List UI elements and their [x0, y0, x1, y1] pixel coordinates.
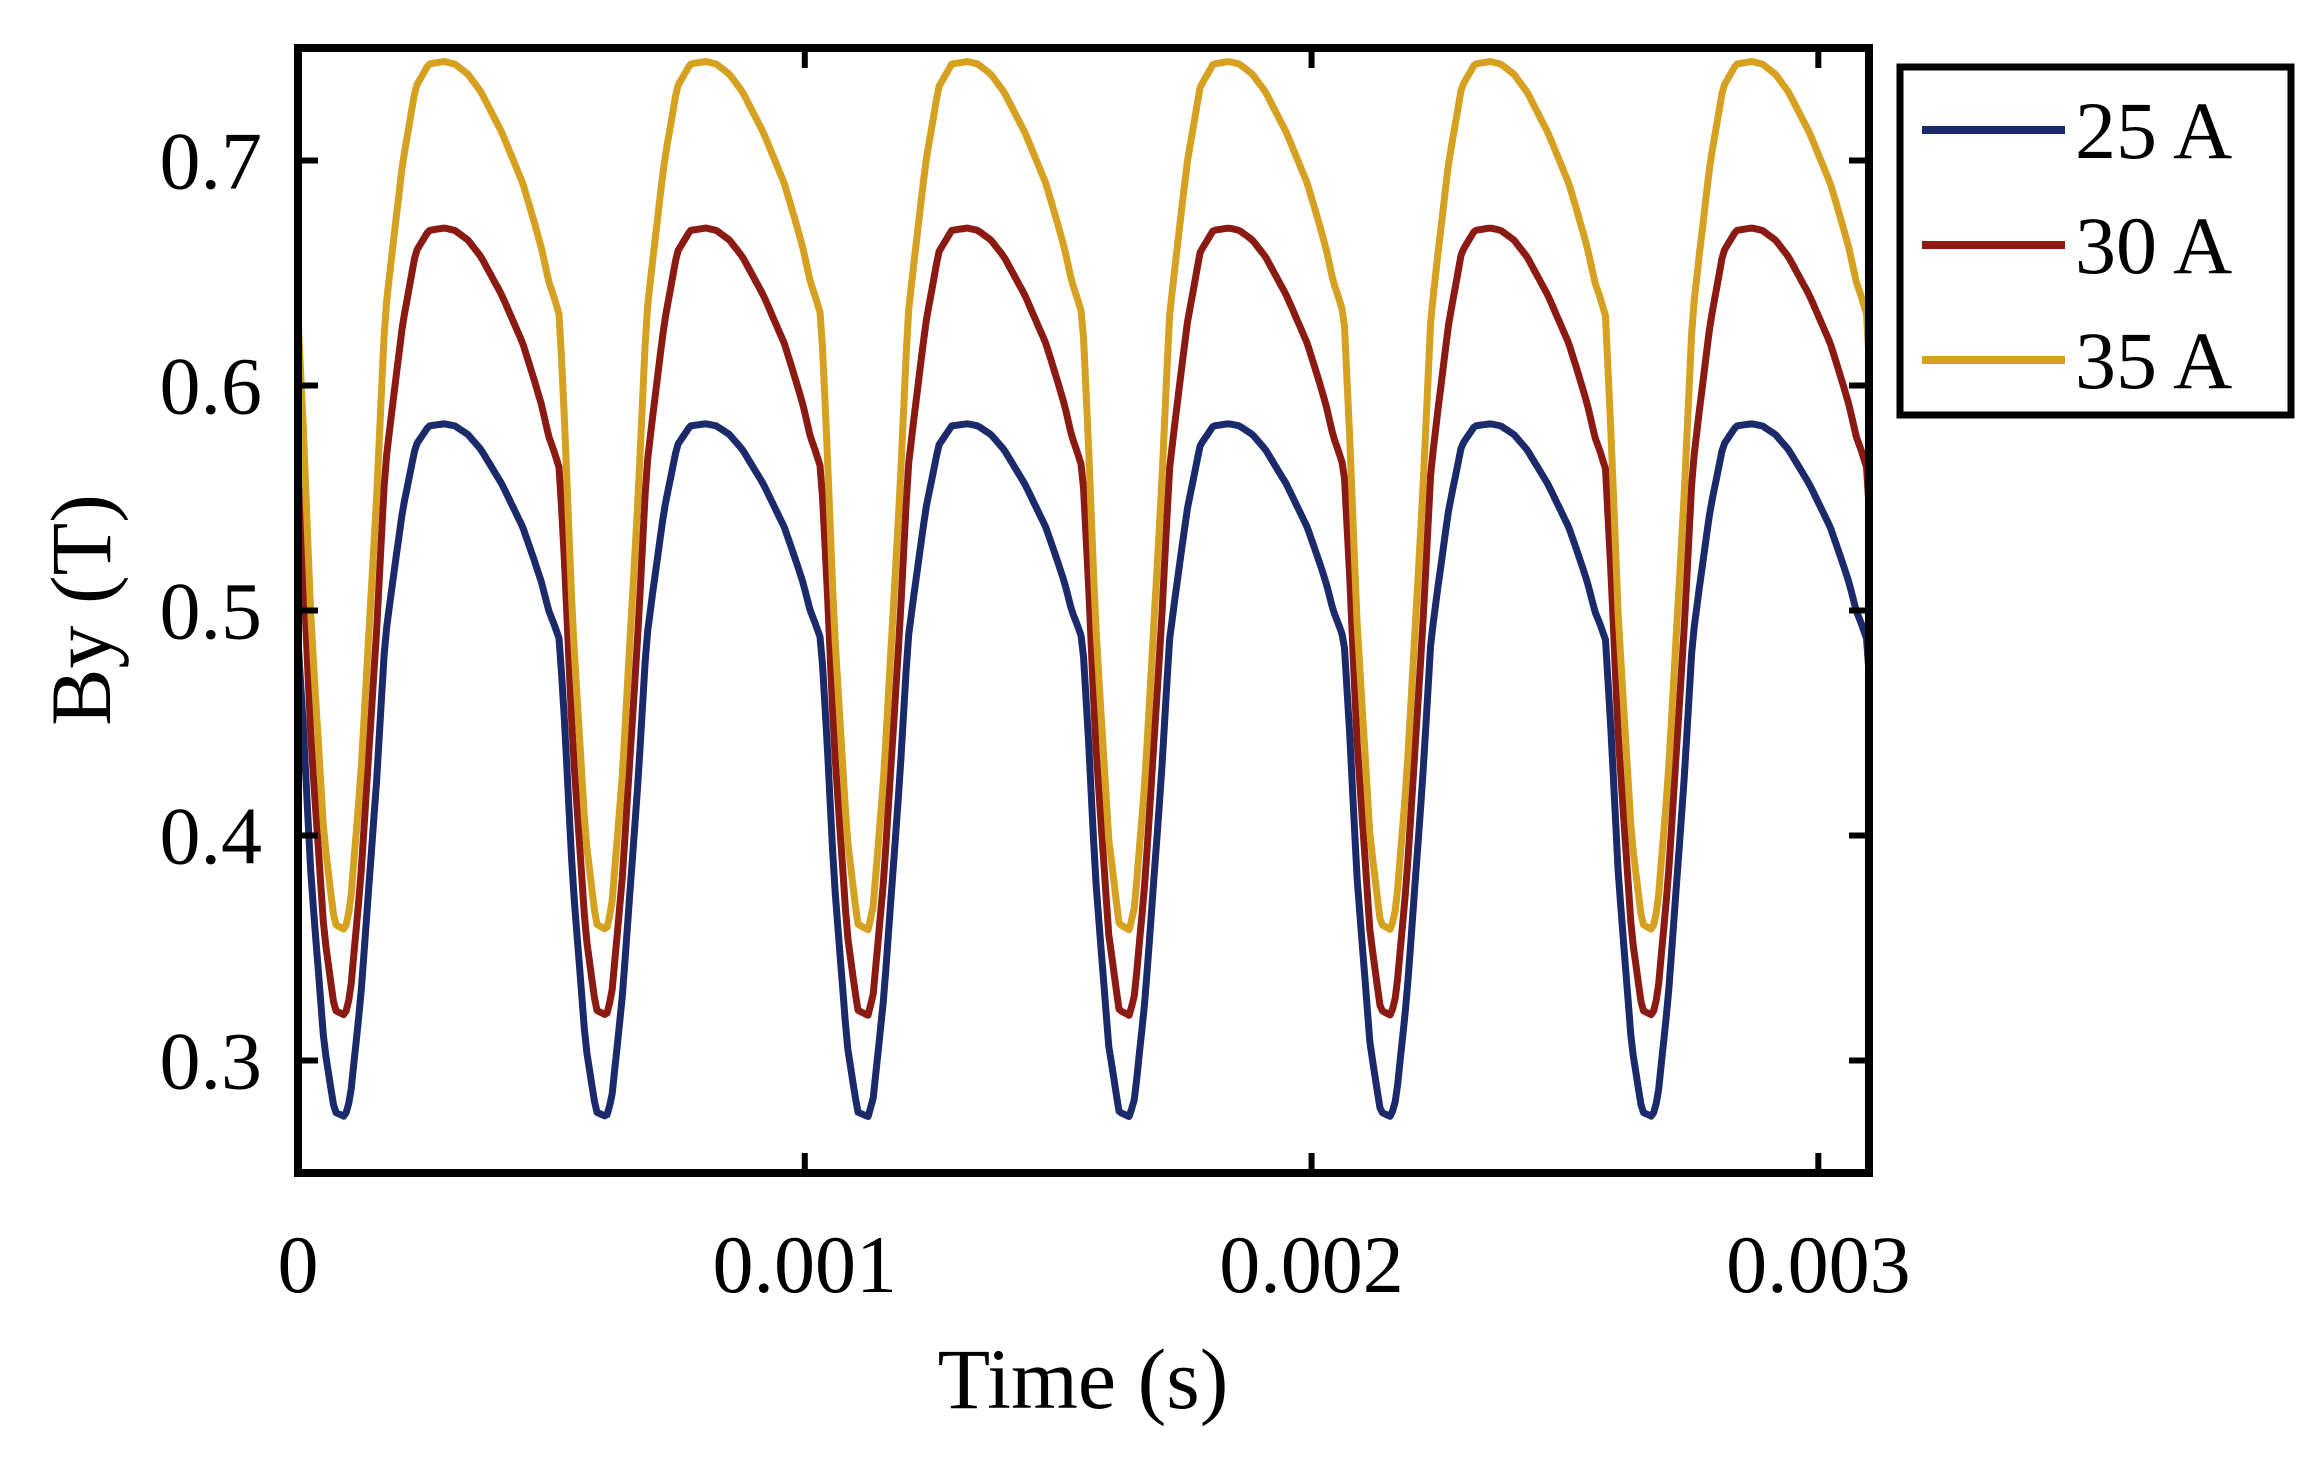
x-tick-label: 0.003	[1726, 1219, 1911, 1310]
y-tick-label: 0.7	[160, 116, 263, 207]
x-tick-label: 0.002	[1219, 1219, 1404, 1310]
series-line-1	[294, 420, 1873, 1120]
series-layer	[294, 58, 1873, 1120]
y-axis-title: By (T)	[33, 494, 129, 726]
legend-label-1: 25 A	[2075, 85, 2232, 176]
legend-entries: 25 A 30 A 35 A	[1922, 85, 2232, 406]
y-tick-label: 0.3	[160, 1016, 263, 1107]
x-tick-label: 0.001	[713, 1219, 898, 1310]
x-tick-label: 0	[278, 1219, 319, 1310]
y-tick-label: 0.4	[160, 791, 263, 882]
y-tick-label: 0.5	[160, 566, 263, 657]
series-line-3	[294, 58, 1873, 934]
legend: 25 A 30 A 35 A	[1896, 63, 2295, 419]
series-line-2	[294, 224, 1873, 1019]
y-tick-label: 0.6	[160, 341, 263, 432]
tick-labels: 0 0.001 0.002 0.003 0.3 0.4 0.5 0.6 0.7	[160, 116, 1911, 1311]
legend-label-2: 30 A	[2075, 200, 2232, 291]
legend-label-3: 35 A	[2075, 315, 2232, 406]
x-axis-title: Time (s)	[938, 1331, 1229, 1427]
ticks-layer	[295, 48, 1869, 1173]
